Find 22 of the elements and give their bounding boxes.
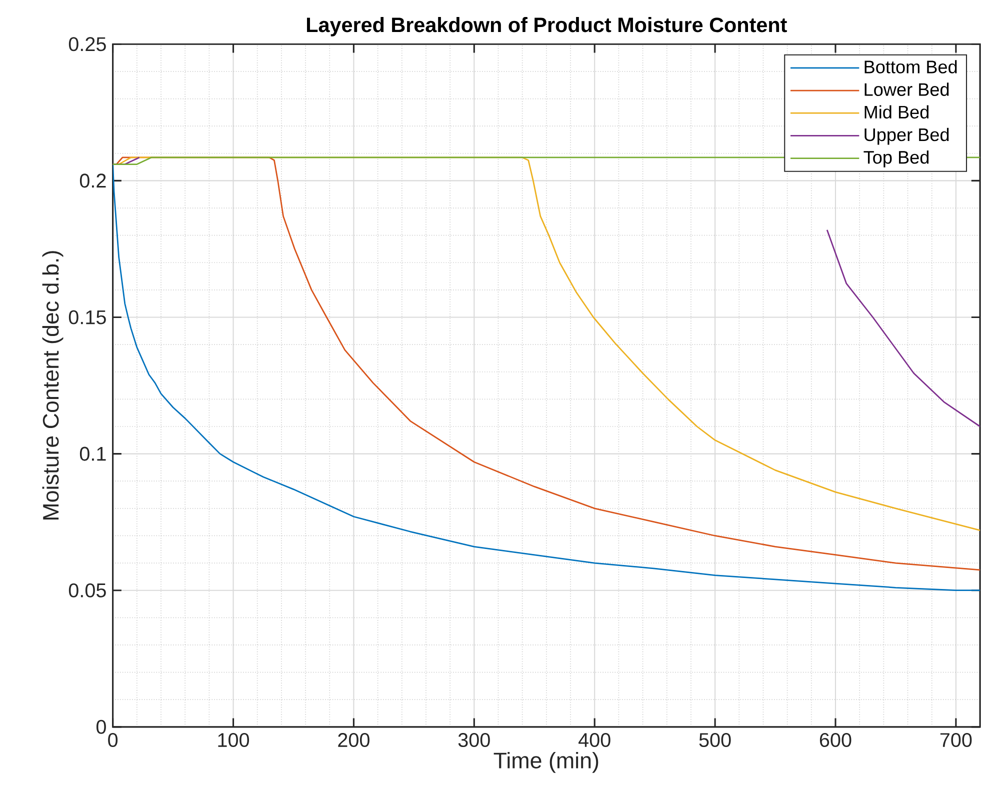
x-tick-label: 600 [820, 733, 852, 748]
x-tick-label: 700 [940, 733, 972, 748]
y-tick-label: 0 [96, 720, 106, 734]
legend-label: Top Bed [864, 150, 929, 168]
legend-label: Lower Bed [864, 82, 949, 96]
chart-title: Layered Breakdown of Product Moisture Content [306, 17, 787, 36]
y-tick-label: 0.15 [68, 310, 106, 324]
x-tick-label: 400 [578, 733, 610, 748]
y-axis-title: Moisture Content (dec d.b.) [42, 251, 64, 520]
y-tick-label: 0.25 [68, 37, 106, 52]
y-tick-label: 0.2 [80, 174, 106, 188]
x-tick-label: 0 [108, 733, 118, 748]
y-tick-label: 0.05 [68, 583, 106, 598]
x-tick-label: 200 [338, 733, 370, 748]
x-tick-label: 300 [458, 733, 490, 748]
x-axis-title: Time (min) [494, 752, 598, 773]
legend-label: Bottom Bed [864, 60, 957, 74]
legend-label: Upper Bed [864, 128, 949, 145]
x-tick-label: 500 [699, 733, 731, 748]
y-tick-label: 0.1 [80, 446, 106, 461]
legend-label: Mid Bed [864, 105, 928, 119]
x-tick-label: 100 [218, 733, 250, 748]
